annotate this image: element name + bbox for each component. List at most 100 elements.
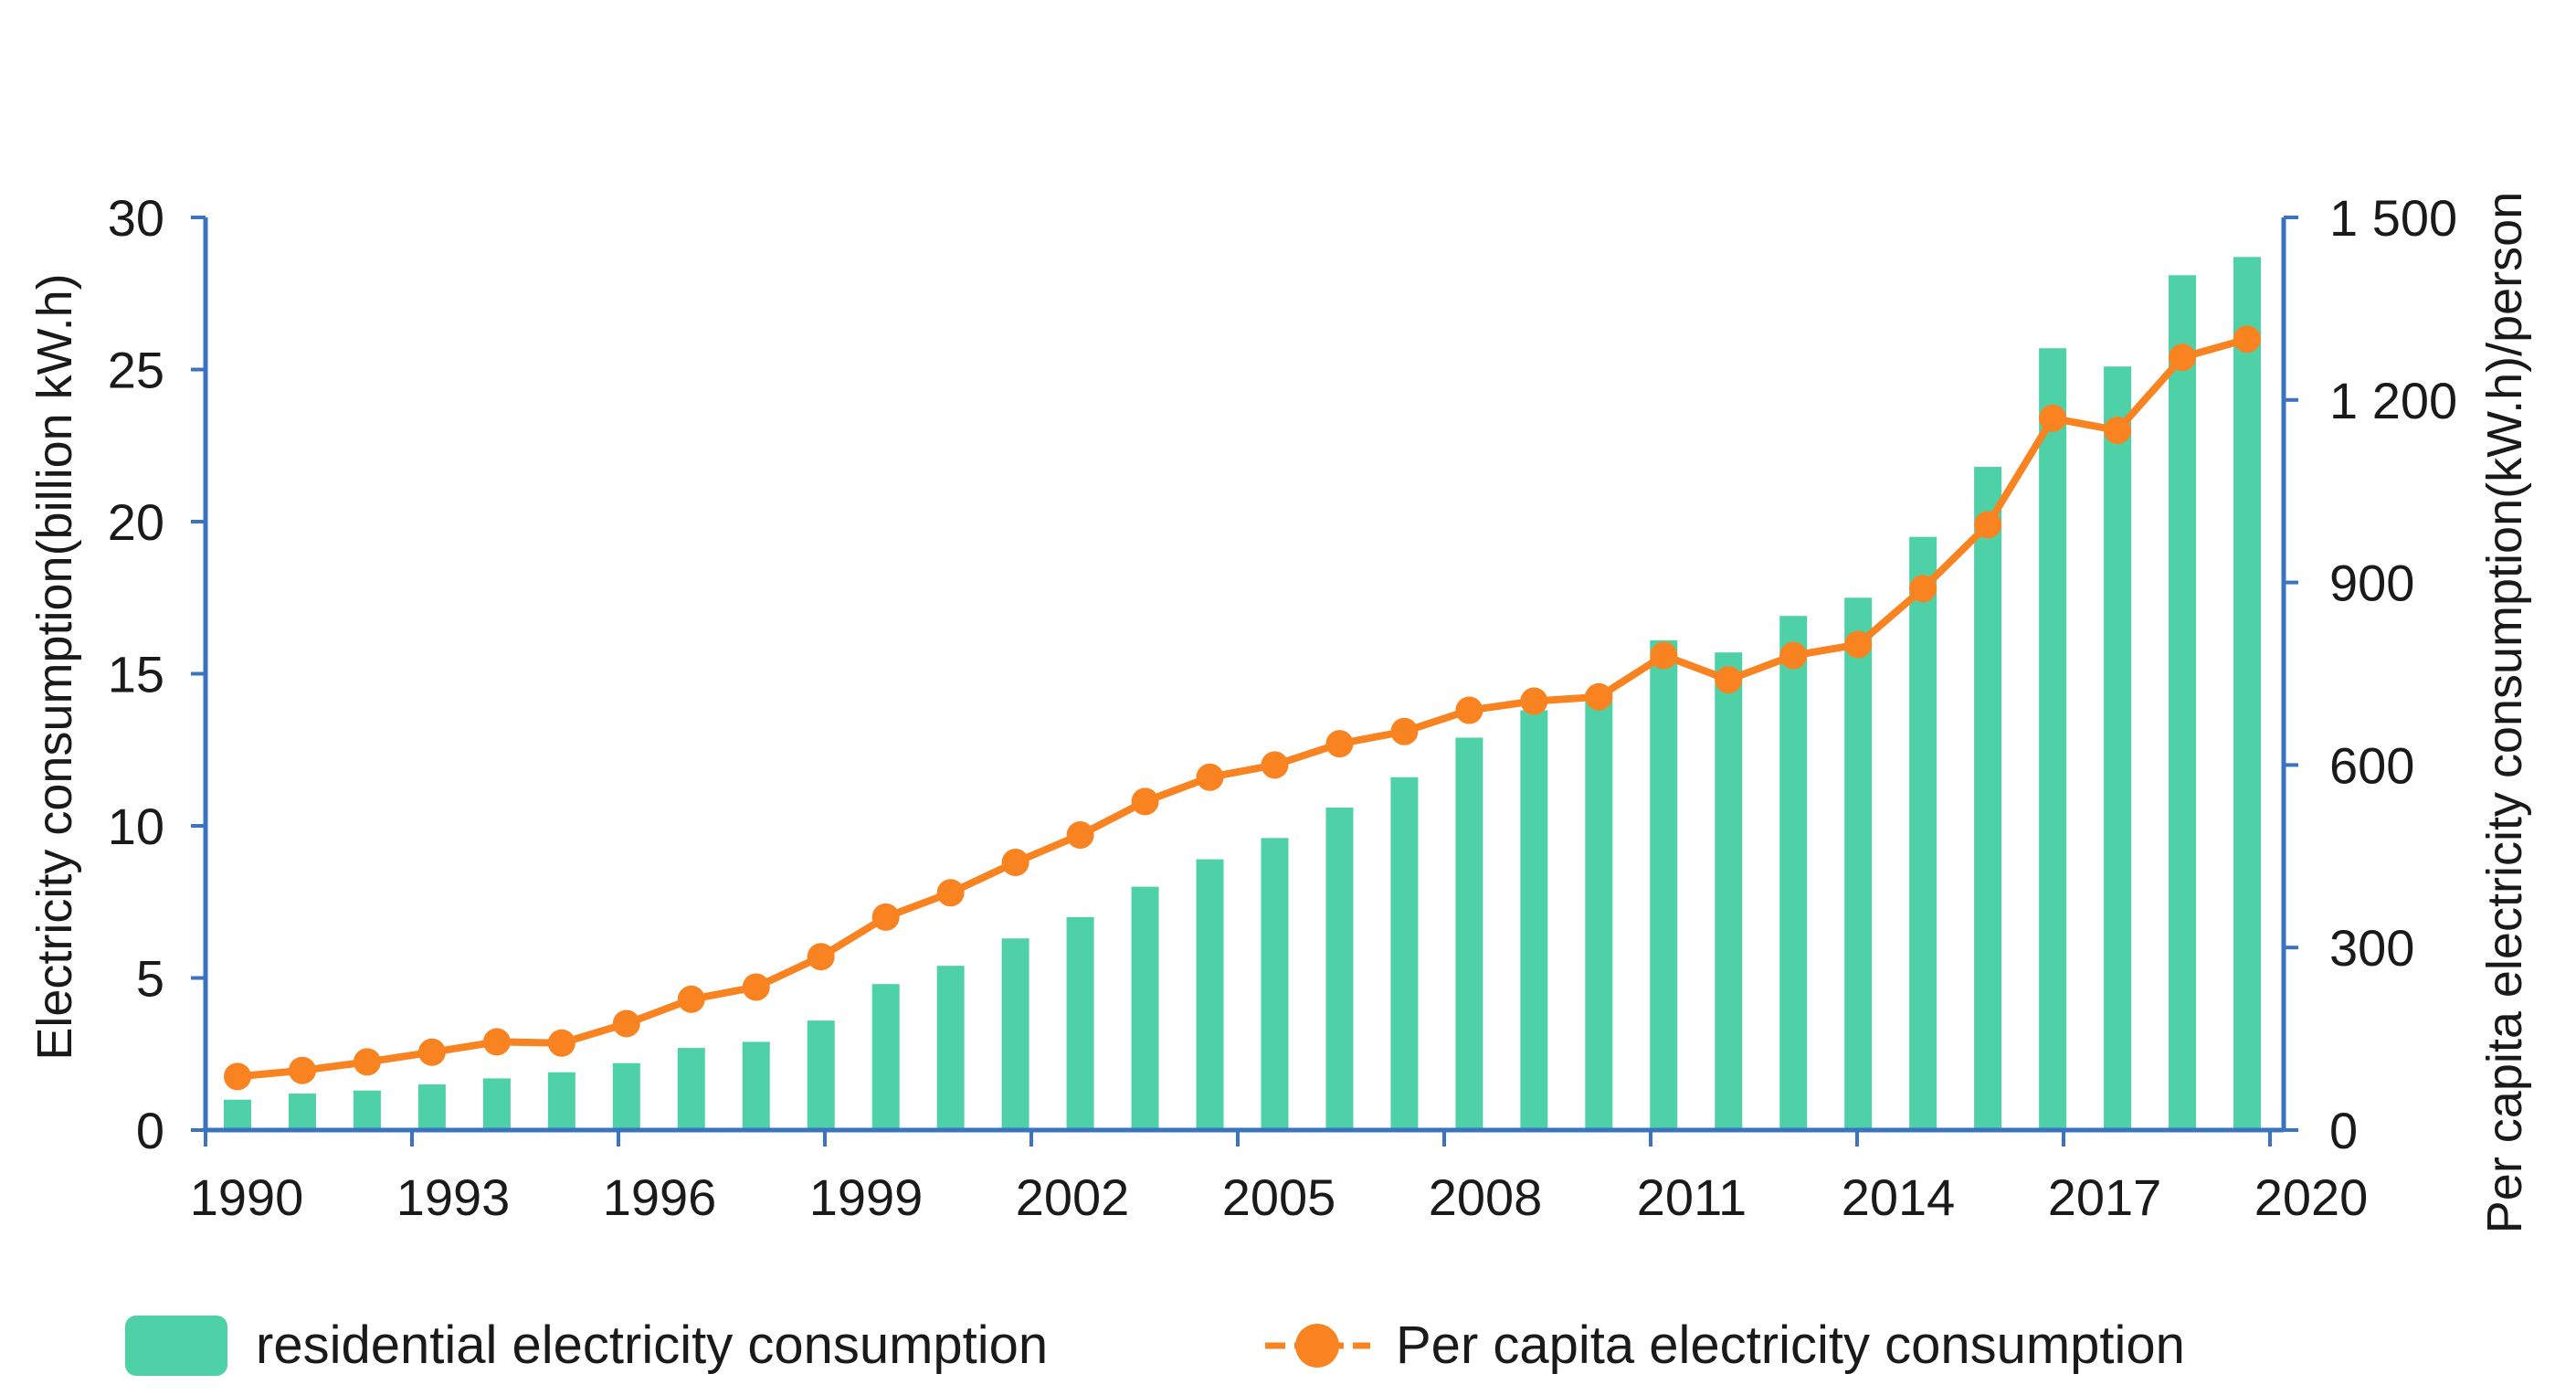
bar-2016	[1909, 536, 1937, 1130]
point-2003	[1066, 820, 1094, 849]
point-2017	[1974, 511, 2002, 539]
point-2012	[1650, 641, 1678, 670]
right-tick-label: 600	[2329, 736, 2414, 794]
left-axis-title: Electricity consumption(billion kW.h)	[27, 273, 82, 1060]
left-tick-label: 25	[108, 342, 164, 399]
point-1992	[353, 1048, 381, 1076]
x-tick-label: 2008	[1429, 1168, 1543, 1226]
bar-1997	[677, 1048, 705, 1130]
point-2011	[1585, 682, 1613, 711]
right-axis-ticks: 0 300 600 900 1 200 1 500	[2284, 189, 2457, 1159]
plot-area	[224, 257, 2261, 1130]
right-axis-title: Per capita electricity consumption(kW.h)…	[2477, 192, 2532, 1233]
legend-swatch-marker	[1295, 1324, 1339, 1368]
bar-2010	[1520, 710, 1548, 1130]
point-2007	[1325, 730, 1354, 758]
right-tick-label: 300	[2329, 919, 2414, 977]
left-tick-label: 30	[108, 189, 164, 247]
legend-label-line: Per capita electricity consumption	[1396, 1316, 2185, 1375]
point-2001	[936, 879, 965, 907]
left-tick-label: 10	[108, 798, 164, 855]
point-1999	[807, 943, 835, 971]
bar-2014	[1779, 616, 1808, 1130]
left-tick-label: 15	[108, 646, 164, 703]
point-2002	[1001, 848, 1029, 876]
left-tick-label: 5	[136, 950, 164, 1008]
right-tick-label: 1 200	[2329, 372, 2457, 429]
point-1996	[612, 1009, 640, 1038]
legend-swatch-bars	[125, 1316, 227, 1376]
bar-2006	[1261, 838, 1289, 1130]
point-2006	[1261, 751, 1289, 779]
bar-1992	[353, 1090, 381, 1130]
bar-2003	[1066, 916, 1094, 1130]
point-1995	[547, 1029, 575, 1057]
bar-1991	[288, 1094, 316, 1130]
bar-series	[224, 257, 2261, 1130]
x-tick-label: 2005	[1222, 1168, 1336, 1226]
bar-2013	[1715, 652, 1743, 1130]
point-1994	[482, 1028, 511, 1056]
bar-1993	[417, 1084, 446, 1130]
legend-label-bars: residential electricity consumption	[256, 1316, 1048, 1375]
x-tick-label: 2020	[2254, 1168, 2369, 1226]
x-tick-label: 1990	[190, 1168, 304, 1226]
bar-1995	[547, 1072, 575, 1130]
left-tick-label: 20	[108, 493, 164, 551]
point-2000	[871, 903, 900, 931]
point-2018	[2039, 404, 2067, 432]
point-2005	[1196, 763, 1224, 791]
x-tick-label: 2017	[2048, 1168, 2162, 1226]
bar-1999	[807, 1020, 835, 1130]
bar-2007	[1325, 808, 1354, 1130]
x-tick-label: 2014	[1842, 1168, 1956, 1226]
bar-2019	[2104, 366, 2132, 1130]
point-1991	[288, 1056, 316, 1084]
point-2021	[2233, 325, 2261, 354]
bar-2002	[1001, 938, 1029, 1130]
bar-2012	[1650, 639, 1678, 1130]
point-1998	[742, 973, 770, 1001]
x-tick-label: 2011	[1637, 1168, 1747, 1226]
point-2013	[1715, 666, 1743, 694]
bar-1998	[742, 1041, 770, 1130]
point-2020	[2169, 343, 2197, 372]
point-2016	[1909, 575, 1937, 603]
point-1993	[417, 1038, 446, 1066]
bar-2021	[2233, 257, 2261, 1130]
point-2004	[1131, 787, 1159, 816]
bar-2008	[1390, 777, 1419, 1130]
line-series	[224, 325, 2261, 1091]
x-tick-label: 1996	[603, 1168, 717, 1226]
point-2008	[1390, 717, 1419, 745]
point-2015	[1844, 630, 1873, 659]
bar-2011	[1585, 692, 1613, 1130]
bar-1990	[224, 1099, 251, 1130]
x-tick-label: 2002	[1016, 1168, 1130, 1226]
point-2014	[1779, 641, 1808, 670]
legend: residential electricity consumption Per …	[125, 1316, 2185, 1376]
left-tick-label: 0	[136, 1102, 164, 1159]
x-axis-ticks: 1990 1993 1996 1999 2002 2005 2008 2011 2014 2017…	[190, 1130, 2369, 1226]
x-tick-label: 1993	[396, 1168, 511, 1226]
right-tick-label: 900	[2329, 555, 2414, 612]
point-2009	[1455, 696, 1483, 724]
x-tick-label: 1999	[809, 1168, 924, 1226]
right-tick-label: 1 500	[2329, 189, 2457, 247]
point-2019	[2104, 417, 2132, 445]
bar-2001	[936, 966, 965, 1130]
bar-2018	[2039, 348, 2067, 1130]
bar-2009	[1455, 737, 1483, 1130]
left-axis-ticks: 0 5 10 15 20 25 30	[108, 189, 206, 1159]
bar-1994	[482, 1078, 511, 1130]
bar-2017	[1974, 467, 2002, 1130]
right-tick-label: 0	[2329, 1102, 2358, 1159]
bar-1996	[612, 1062, 640, 1130]
bar-2005	[1196, 859, 1224, 1130]
bar-2000	[871, 984, 900, 1130]
bar-2004	[1131, 886, 1159, 1130]
point-1997	[677, 985, 705, 1013]
point-1990	[224, 1062, 251, 1091]
